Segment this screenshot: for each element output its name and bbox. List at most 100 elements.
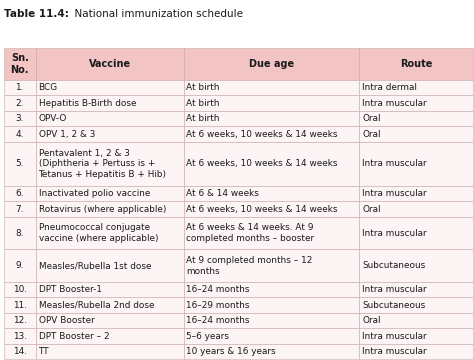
Bar (359, 142, 473, 186)
Bar (359, 80, 473, 95)
Bar (4, 344, 36, 359)
Text: TT: TT (38, 347, 49, 356)
Text: Route: Route (400, 59, 432, 69)
Bar (36, 217, 183, 249)
Text: 14.: 14. (13, 347, 27, 356)
Bar (4, 217, 36, 249)
Bar (359, 328, 473, 344)
Text: 8.: 8. (16, 229, 24, 238)
Bar (4, 313, 36, 328)
Bar (36, 344, 183, 359)
Bar (183, 186, 359, 202)
Bar (36, 48, 183, 80)
Text: 5–6 years: 5–6 years (186, 332, 229, 341)
Text: Intra muscular: Intra muscular (362, 189, 427, 198)
Text: 9.: 9. (16, 261, 24, 270)
Bar (4, 328, 36, 344)
Bar (359, 48, 473, 80)
Bar (183, 95, 359, 111)
Text: 16–24 months: 16–24 months (186, 285, 250, 294)
Bar (4, 282, 36, 297)
Text: Subcutaneous: Subcutaneous (362, 301, 426, 310)
Text: Oral: Oral (362, 205, 381, 214)
Text: 10.: 10. (13, 285, 27, 294)
Text: 3.: 3. (16, 114, 24, 123)
Bar (36, 142, 183, 186)
Text: At 6 weeks, 10 weeks & 14 weeks: At 6 weeks, 10 weeks & 14 weeks (186, 205, 338, 214)
Bar (36, 297, 183, 313)
Text: Oral: Oral (362, 316, 381, 325)
Bar (359, 344, 473, 359)
Text: Intra dermal: Intra dermal (362, 83, 417, 92)
Text: At birth: At birth (186, 114, 220, 123)
Bar (359, 282, 473, 297)
Bar (183, 48, 359, 80)
Text: Intra muscular: Intra muscular (362, 347, 427, 356)
Text: 4.: 4. (16, 130, 24, 139)
Text: Hepatitis B-Birth dose: Hepatitis B-Birth dose (38, 99, 136, 108)
Text: Intra muscular: Intra muscular (362, 285, 427, 294)
Bar (4, 126, 36, 142)
Bar (36, 313, 183, 328)
Bar (36, 126, 183, 142)
Bar (36, 202, 183, 217)
Bar (359, 217, 473, 249)
Text: 16–29 months: 16–29 months (186, 301, 250, 310)
Bar (4, 297, 36, 313)
Text: Intra muscular: Intra muscular (362, 229, 427, 238)
Bar (359, 186, 473, 202)
Text: 13.: 13. (13, 332, 27, 341)
Text: Intra muscular: Intra muscular (362, 159, 427, 168)
Bar (183, 249, 359, 282)
Bar (359, 249, 473, 282)
Text: Oral: Oral (362, 114, 381, 123)
Bar (359, 297, 473, 313)
Text: National immunization schedule: National immunization schedule (68, 9, 243, 19)
Text: Sn.
No.: Sn. No. (10, 53, 29, 75)
Bar (36, 328, 183, 344)
Text: Intra muscular: Intra muscular (362, 332, 427, 341)
Text: DPT Booster-1: DPT Booster-1 (38, 285, 101, 294)
Bar (183, 80, 359, 95)
Bar (36, 249, 183, 282)
Text: 6.: 6. (16, 189, 24, 198)
Text: Subcutaneous: Subcutaneous (362, 261, 426, 270)
Text: At 6 weeks, 10 weeks & 14 weeks: At 6 weeks, 10 weeks & 14 weeks (186, 130, 338, 139)
Bar (183, 111, 359, 126)
Text: At birth: At birth (186, 83, 220, 92)
Bar (183, 217, 359, 249)
Text: Due age: Due age (249, 59, 294, 69)
Bar (359, 95, 473, 111)
Text: At 6 & 14 weeks: At 6 & 14 weeks (186, 189, 259, 198)
Bar (183, 282, 359, 297)
Bar (4, 48, 36, 80)
Bar (183, 328, 359, 344)
Bar (183, 297, 359, 313)
Bar (359, 126, 473, 142)
Text: OPV-O: OPV-O (38, 114, 67, 123)
Text: 5.: 5. (16, 159, 24, 168)
Text: Vaccine: Vaccine (89, 59, 131, 69)
Text: 11.: 11. (13, 301, 27, 310)
Bar (36, 111, 183, 126)
Bar (4, 186, 36, 202)
Text: At birth: At birth (186, 99, 220, 108)
Text: Rotavirus (where applicable): Rotavirus (where applicable) (38, 205, 166, 214)
Text: OPV Booster: OPV Booster (38, 316, 94, 325)
Text: 10 years & 16 years: 10 years & 16 years (186, 347, 276, 356)
Bar (36, 95, 183, 111)
Bar (359, 313, 473, 328)
Text: Inactivated polio vaccine: Inactivated polio vaccine (38, 189, 150, 198)
Text: Measles/Rubella 2nd dose: Measles/Rubella 2nd dose (38, 301, 154, 310)
Bar (359, 111, 473, 126)
Text: 1.: 1. (16, 83, 24, 92)
Text: Pentavalent 1, 2 & 3
(Diphtheria + Pertuss is +
Tetanus + Hepatitis B + Hib): Pentavalent 1, 2 & 3 (Diphtheria + Pertu… (38, 149, 166, 179)
Bar (183, 313, 359, 328)
Bar (183, 126, 359, 142)
Text: DPT Booster – 2: DPT Booster – 2 (38, 332, 109, 341)
Text: At 9 completed months – 12
months: At 9 completed months – 12 months (186, 256, 313, 275)
Text: 12.: 12. (13, 316, 27, 325)
Bar (36, 186, 183, 202)
Text: Oral: Oral (362, 130, 381, 139)
Bar (4, 111, 36, 126)
